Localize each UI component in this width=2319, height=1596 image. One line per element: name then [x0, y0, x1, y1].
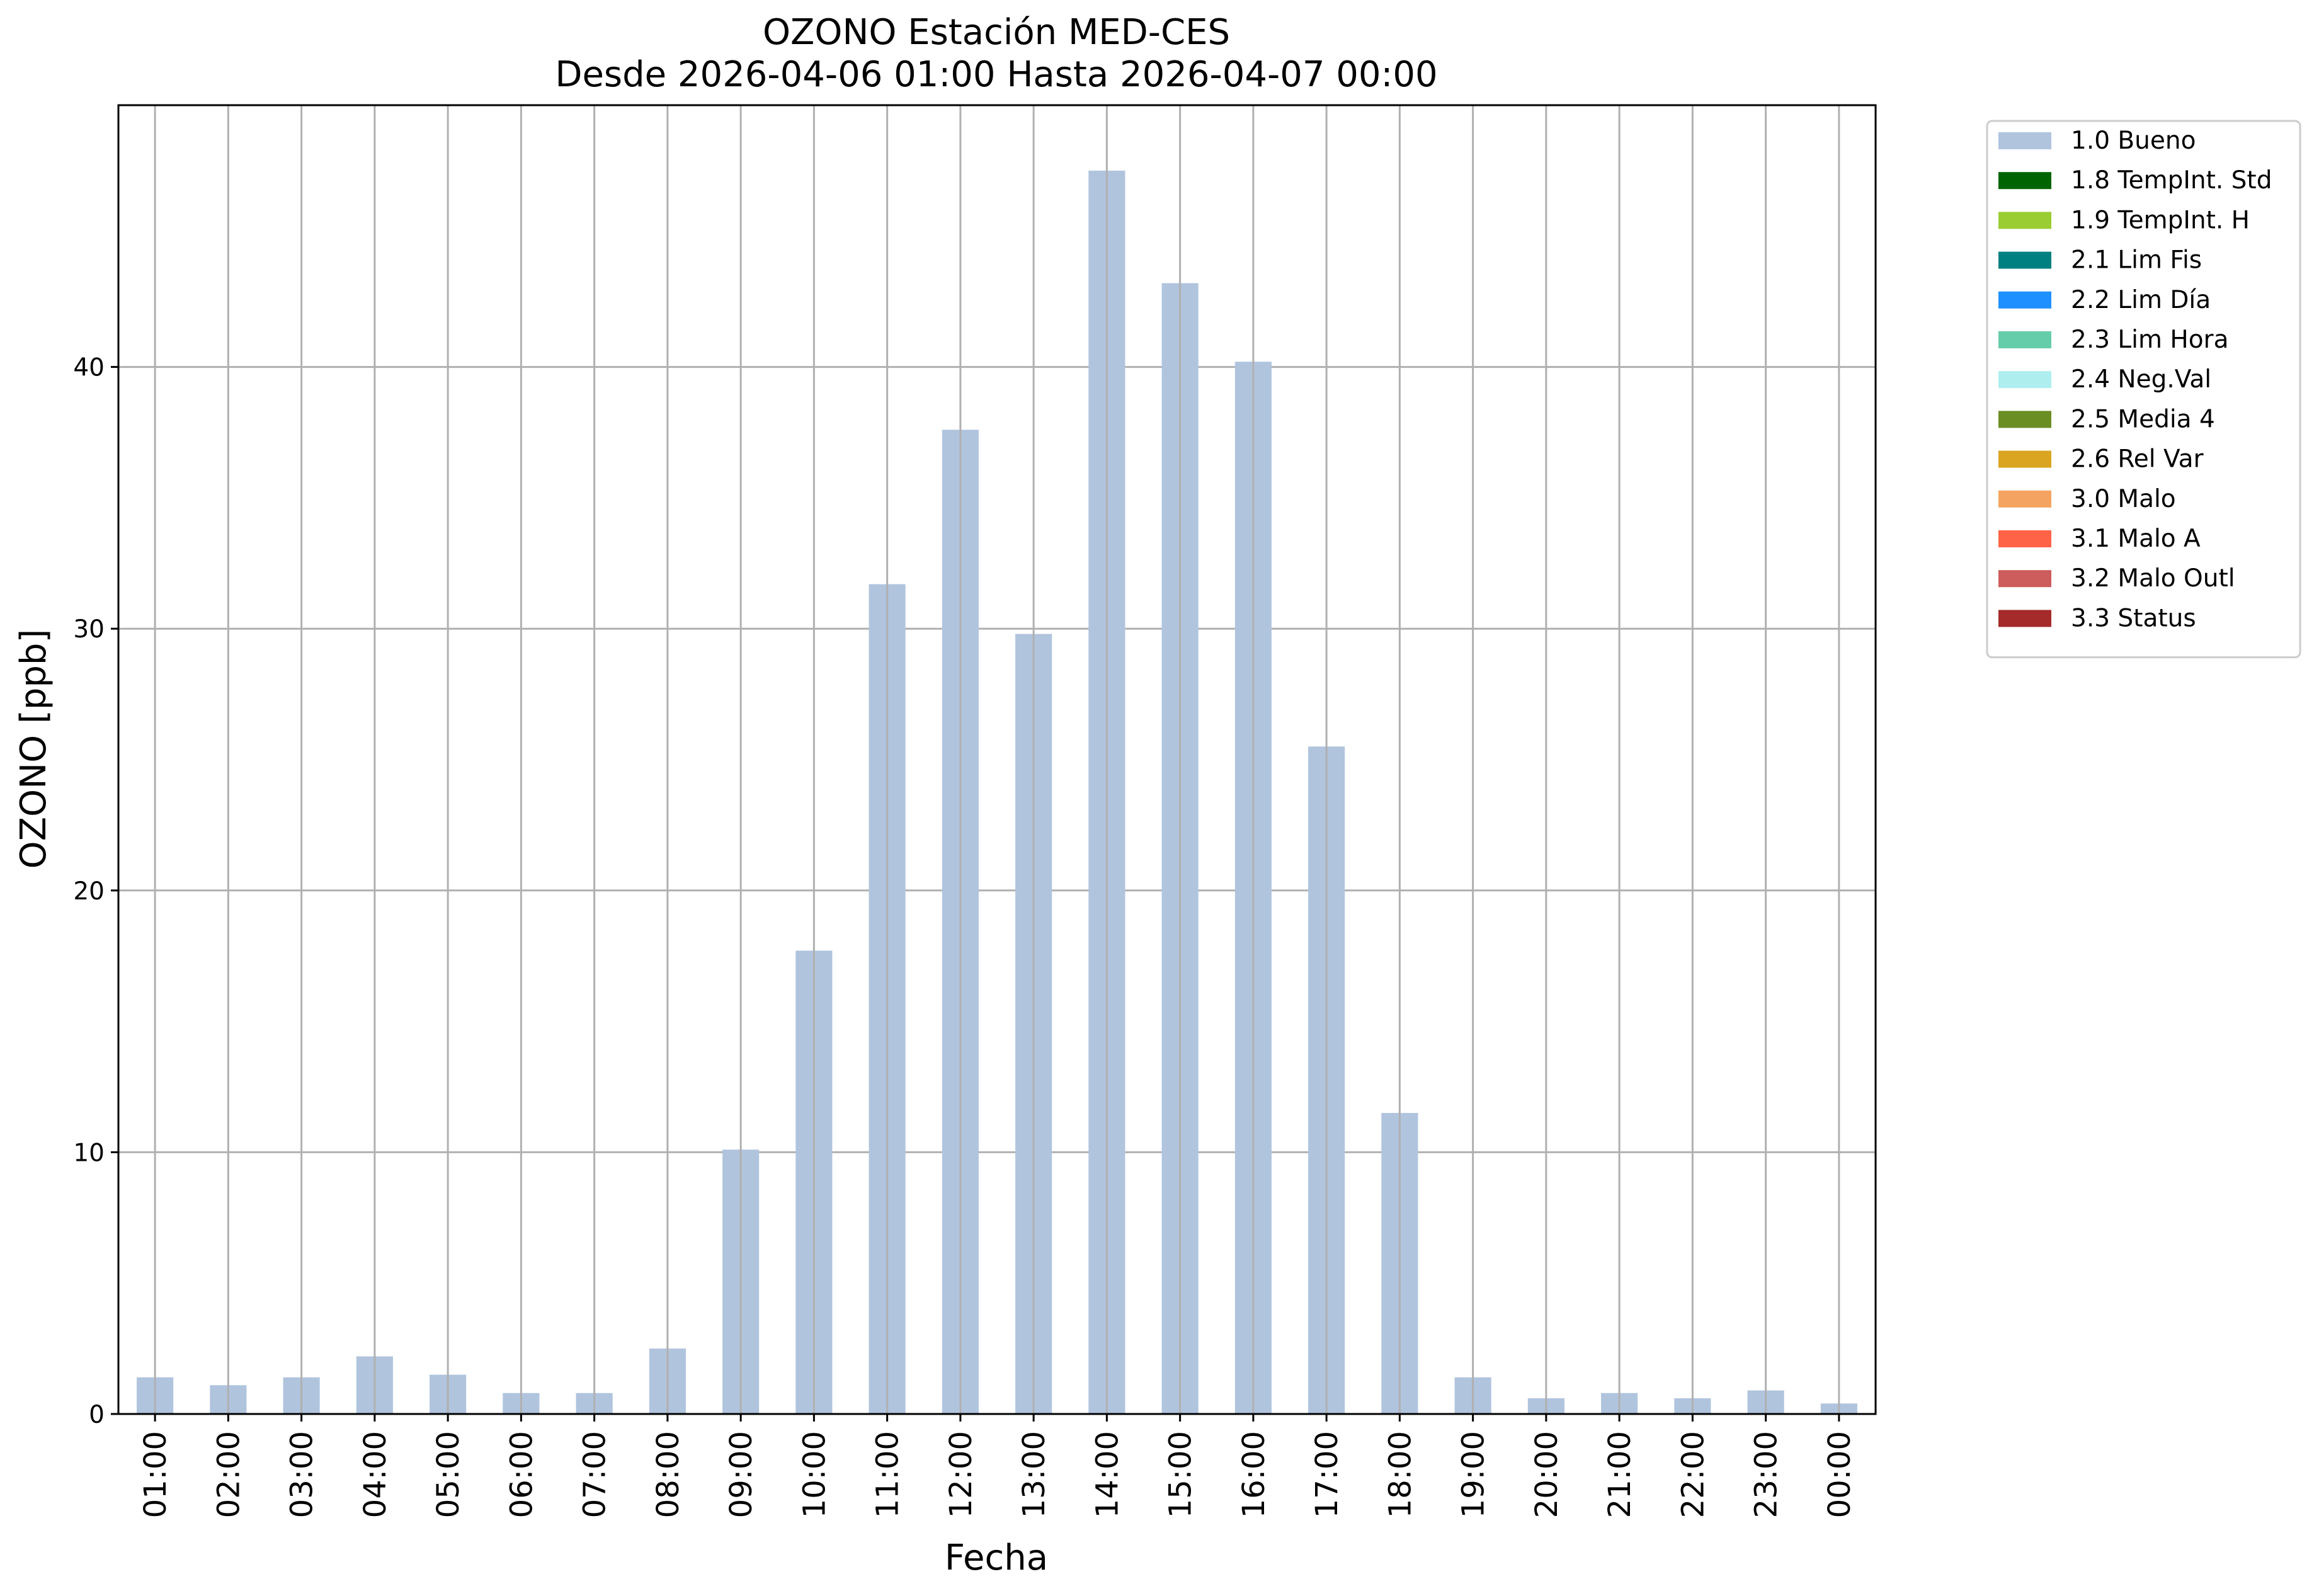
x-tick-label: 19:00: [1456, 1431, 1491, 1518]
x-tick-label: 07:00: [578, 1431, 613, 1518]
legend-swatch: [1998, 450, 2051, 468]
legend-label: 3.2 Malo Outl: [2071, 564, 2235, 593]
x-tick-label: 04:00: [358, 1431, 393, 1518]
y-tick-label: 40: [73, 354, 105, 382]
chart-title: OZONO Estación MED-CES: [763, 12, 1230, 53]
legend-swatch: [1998, 251, 2051, 269]
y-axis-ticks: 0 10 20 30 40: [73, 354, 118, 1429]
x-tick-label: 02:00: [211, 1431, 246, 1518]
x-tick-label: 17:00: [1309, 1431, 1345, 1518]
y-tick-label: 10: [73, 1139, 105, 1167]
legend-swatch: [1998, 132, 2051, 149]
legend-swatch: [1998, 212, 2051, 229]
legend: 1.0 Bueno 1.8 TempInt. Std 1.9 TempInt. H 2…: [1986, 120, 2301, 659]
plot-area-frame: [117, 104, 1877, 1415]
legend-swatch: [1998, 490, 2051, 508]
legend-swatch: [1998, 411, 2051, 428]
chart-subtitle: Desde 2026-04-06 01:00 Hasta 2026-04-07 …: [555, 54, 1437, 95]
x-tick-label: 06:00: [504, 1431, 539, 1518]
legend-label: 1.8 TempInt. Std: [2071, 166, 2272, 195]
x-tick-label: 21:00: [1602, 1431, 1638, 1518]
x-tick-label: 10:00: [797, 1431, 832, 1518]
legend-swatch: [1998, 331, 2051, 348]
legend-label: 3.0 Malo: [2071, 485, 2176, 513]
legend-label: 3.1 Malo A: [2071, 525, 2201, 553]
y-tick-label: 30: [73, 615, 105, 644]
x-tick-label: 20:00: [1529, 1431, 1564, 1518]
x-tick-label: 03:00: [285, 1431, 320, 1518]
legend-swatch: [1998, 371, 2051, 389]
x-tick-label: 13:00: [1017, 1431, 1052, 1518]
legend-box: [1986, 120, 2301, 659]
x-tick-label: 12:00: [943, 1431, 979, 1518]
x-tick-label: 05:00: [431, 1431, 466, 1518]
x-tick-label: 23:00: [1749, 1431, 1784, 1518]
legend-swatch: [1998, 570, 2051, 588]
legend-swatch: [1998, 610, 2051, 627]
legend-label: 1.9 TempInt. H: [2071, 206, 2250, 234]
legend-label: 2.5 Media 4: [2071, 405, 2215, 433]
x-tick-label: 09:00: [724, 1431, 759, 1518]
legend-label: 2.1 Lim Fis: [2071, 246, 2202, 275]
x-tick-label: 15:00: [1163, 1431, 1199, 1518]
legend-swatch: [1998, 530, 2051, 547]
legend-label: 1.0 Bueno: [2071, 127, 2196, 155]
x-tick-label: 11:00: [870, 1431, 906, 1518]
legend-label: 2.2 Lim Día: [2071, 286, 2211, 314]
legend-swatch: [1998, 172, 2051, 190]
x-axis-ticks: 01:00 02:00 03:00 04:00 05:00 06:00 07:00 08:00…: [138, 1414, 1857, 1518]
legend-label: 2.6 Rel Var: [2071, 445, 2204, 474]
y-tick-label: 20: [73, 877, 105, 906]
x-tick-label: 14:00: [1090, 1431, 1125, 1518]
legend-label: 3.3 Status: [2071, 604, 2196, 632]
y-axis-label: OZONO [ppb]: [13, 629, 54, 869]
legend-label: 2.3 Lim Hora: [2071, 326, 2229, 354]
x-tick-label: 18:00: [1382, 1431, 1418, 1518]
x-tick-label: 01:00: [138, 1431, 173, 1518]
y-tick-label: 0: [89, 1401, 105, 1429]
legend-label: 2.4 Neg.Val: [2071, 365, 2211, 394]
vertical-grid-lines: [154, 105, 1840, 1414]
x-tick-label: 22:00: [1675, 1431, 1711, 1518]
x-tick-label: 16:00: [1236, 1431, 1272, 1518]
x-axis-label: Fecha: [945, 1537, 1048, 1578]
x-tick-label: 00:00: [1822, 1431, 1857, 1518]
x-tick-label: 08:00: [651, 1431, 686, 1518]
legend-swatch: [1998, 291, 2051, 309]
